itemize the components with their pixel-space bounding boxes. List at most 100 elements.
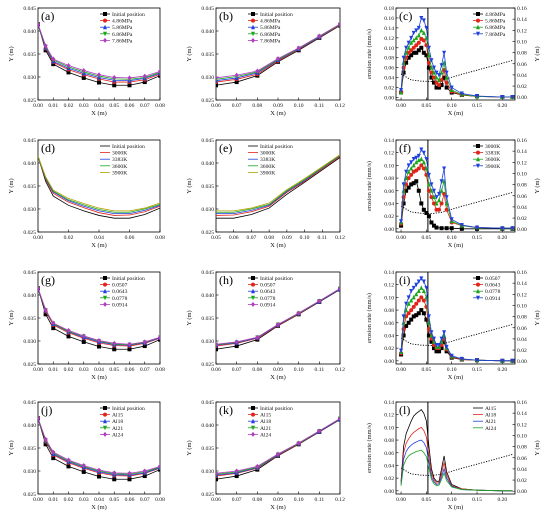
series-line-4 (216, 154, 340, 212)
data-point (459, 91, 464, 97)
y2-tick-label: 0.02 (517, 84, 527, 90)
data-point (234, 468, 239, 474)
y-tick-label: 0.06 (384, 321, 394, 327)
x-tick-label: 0.01 (48, 103, 58, 109)
plot-frame (215, 139, 341, 233)
data-point (216, 83, 218, 88)
x-axis-title: X (m) (91, 504, 106, 511)
x-tick-label: 0.15 (472, 367, 482, 373)
legend-entry-label: 0.0914 (112, 302, 128, 308)
legend-entry-label: Al15 (485, 406, 496, 412)
y2-tick-label: 0.16 (517, 138, 527, 144)
plot-frame (395, 401, 516, 495)
data-point (414, 50, 419, 55)
data-point (416, 298, 421, 303)
x-tick-label: 0.20 (497, 497, 507, 503)
data-point (404, 175, 409, 181)
data-point (51, 320, 56, 326)
data-point (409, 308, 414, 313)
data-point (424, 25, 429, 31)
data-point (416, 32, 421, 38)
legend-entry-label: 3600K (485, 157, 500, 163)
plot-frame (395, 139, 516, 233)
legend-swatch-marker (476, 18, 480, 23)
wall-profile-dotted-line (400, 59, 513, 82)
panel-label: (g) (41, 273, 55, 287)
y-tick-label: 0.040 (201, 423, 214, 429)
y2-tick-label: 0.06 (517, 456, 527, 462)
data-point (216, 75, 218, 81)
x-tick-label: 0.05 (109, 497, 119, 503)
y-tick-label: 0.04 (384, 201, 394, 207)
legend-entry-label: Al21 (112, 426, 123, 432)
data-point (434, 195, 439, 200)
data-point (437, 77, 442, 83)
series-line-1 (216, 156, 340, 216)
x-tick-label: 0.05 (109, 103, 119, 109)
data-point (431, 336, 436, 342)
x-tick-label: 0.09 (273, 103, 283, 109)
data-point (158, 334, 160, 340)
legend: Initial position4.86MPa5.86MPa6.86MPa7.8… (248, 12, 293, 44)
legend-entry-label: 4.86MPa (112, 19, 133, 25)
y2-tick-label: 0.06 (517, 62, 527, 68)
y-tick-label: 0.040 (23, 423, 36, 429)
legend-swatch-marker (251, 431, 255, 437)
y-axis-title: Y (m) (8, 178, 15, 193)
data-point (43, 312, 48, 317)
y2-tick-label: 0.08 (517, 445, 527, 451)
x-tick-label: 0.06 (125, 497, 135, 503)
data-point (127, 75, 132, 81)
data-point (411, 294, 416, 300)
plot-frame (215, 7, 341, 101)
data-point (416, 288, 421, 294)
data-point (419, 285, 424, 290)
data-point (112, 477, 117, 482)
series-line-2 (38, 155, 160, 215)
plot-frame (37, 401, 161, 495)
x-tick-label: 0.03 (79, 103, 89, 109)
y-tick-label: 0.08 (384, 308, 394, 314)
legend-swatch-marker (476, 282, 480, 287)
data-point (419, 201, 424, 206)
plot-area (399, 8, 515, 100)
y-axis-title: erosion rate (mm/s) (366, 293, 373, 343)
data-point (255, 68, 260, 74)
data-point (426, 52, 431, 58)
panel-label: (l) (399, 403, 410, 417)
data-point (404, 50, 409, 55)
y-tick-label: 0.14 (384, 26, 394, 32)
data-point (419, 45, 424, 50)
data-point (216, 470, 218, 476)
data-point (449, 226, 454, 231)
data-point (66, 70, 71, 75)
series-line-3 (400, 449, 513, 492)
data-point (416, 279, 421, 285)
data-point (406, 295, 411, 300)
series-line-0 (38, 23, 160, 86)
x-tick-label: 0.08 (252, 367, 262, 373)
y-tick-label: 0.030 (201, 339, 214, 345)
data-point (81, 68, 86, 74)
y-tick-label: 0.04 (384, 76, 394, 82)
data-point (414, 159, 419, 165)
x-tick-label: 0.07 (140, 367, 150, 373)
data-point (421, 288, 426, 294)
legend-entry-label: 0.0507 (485, 276, 501, 282)
y2-tick-label: 0.10 (517, 303, 527, 309)
series-line-1 (38, 23, 160, 83)
data-point (406, 163, 411, 168)
y-tick-label: 0.045 (23, 400, 36, 406)
y2-tick-label: 0.08 (517, 51, 527, 57)
data-point (127, 470, 132, 476)
data-point (431, 70, 436, 75)
data-point (449, 217, 454, 222)
x-tick-label: 0.07 (232, 497, 242, 503)
y-tick-label: 0.04 (384, 333, 394, 339)
x-tick-label: 0.05 (109, 367, 119, 373)
x-tick-label: 0.10 (294, 497, 304, 503)
data-point (255, 463, 260, 469)
